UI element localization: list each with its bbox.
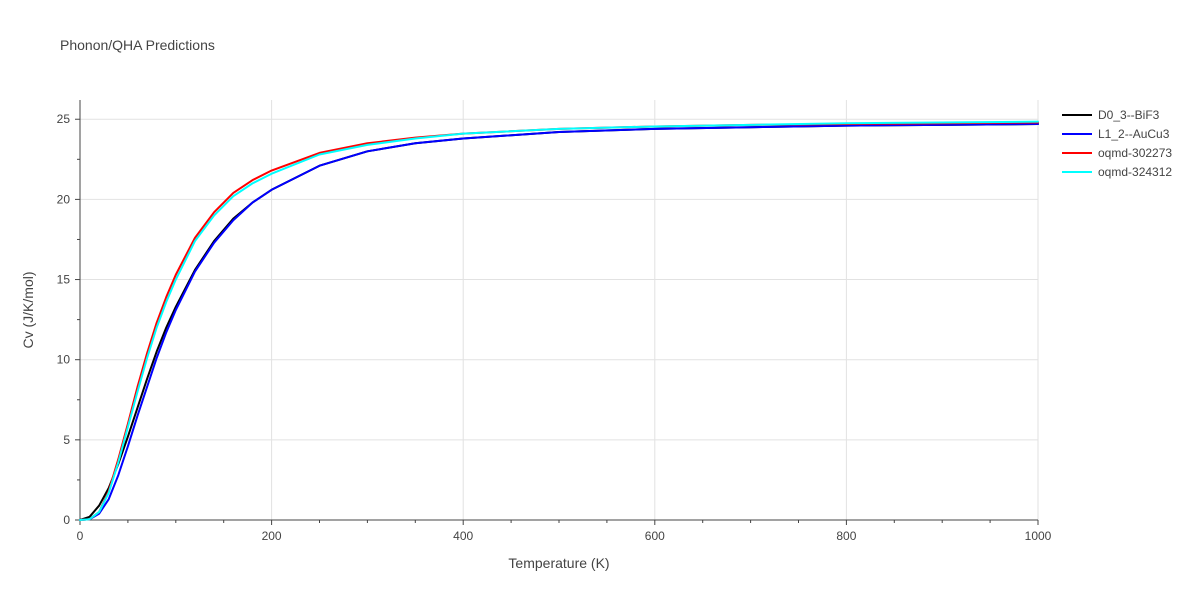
legend-item[interactable]: oqmd-324312 xyxy=(1062,165,1172,179)
y-axis-title: Cv (J/K/mol) xyxy=(20,272,36,349)
grid-layer xyxy=(80,100,1039,520)
x-tick-label: 200 xyxy=(262,529,282,543)
legend-item[interactable]: oqmd-302273 xyxy=(1062,146,1172,160)
x-tick-label: 0 xyxy=(77,529,84,543)
y-tick-label: 25 xyxy=(57,112,71,126)
y-tick-label: 20 xyxy=(57,192,71,206)
series-line-l1-2-aucu3 xyxy=(79,123,1039,521)
x-axis-title: Temperature (K) xyxy=(508,555,609,571)
chart-title: Phonon/QHA Predictions xyxy=(60,37,215,53)
legend: D0_3--BiF3 L1_2--AuCu3 oqmd-302273 oqmd-324… xyxy=(1062,108,1172,179)
legend-label: oqmd-324312 xyxy=(1098,165,1172,179)
y-tick-label: 15 xyxy=(57,273,71,287)
x-tick-label: 400 xyxy=(453,529,473,543)
y-tick-label: 10 xyxy=(57,353,71,367)
series-line-oqmd-324312 xyxy=(79,120,1039,521)
x-tick-label: 800 xyxy=(836,529,856,543)
x-tick-label: 1000 xyxy=(1025,529,1052,543)
axis-layer: 0 200 400 600 800 1000 0 5 10 15 20 25 xyxy=(57,100,1052,543)
legend-label: D0_3--BiF3 xyxy=(1098,108,1160,122)
legend-item[interactable]: D0_3--BiF3 xyxy=(1062,108,1160,122)
y-tick-label: 0 xyxy=(63,513,70,527)
y-tick-label: 5 xyxy=(63,433,70,447)
legend-label: oqmd-302273 xyxy=(1098,146,1172,160)
legend-item[interactable]: L1_2--AuCu3 xyxy=(1062,127,1170,141)
x-tick-label: 600 xyxy=(645,529,665,543)
legend-label: L1_2--AuCu3 xyxy=(1098,127,1170,141)
series-layer xyxy=(79,120,1039,521)
